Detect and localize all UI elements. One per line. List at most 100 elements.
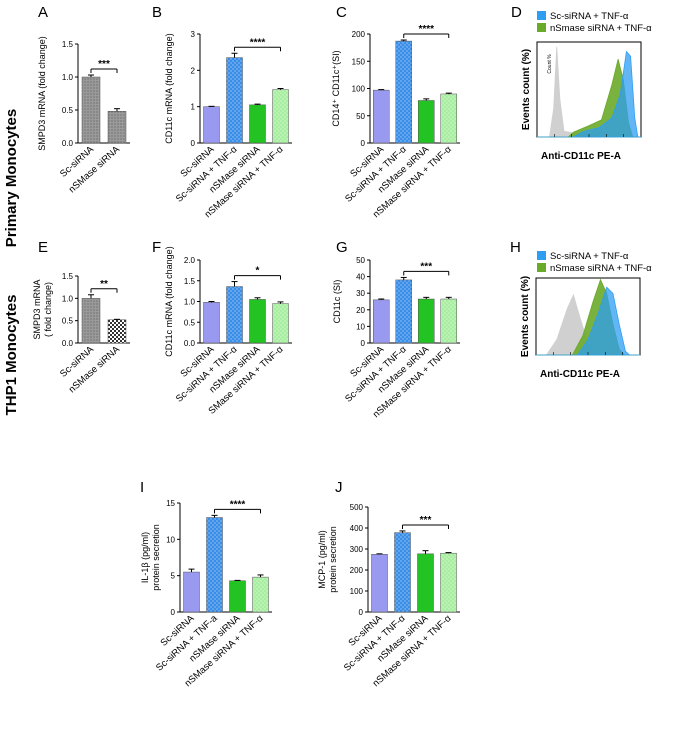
bar (203, 302, 220, 344)
y-tick-label: 1 (191, 103, 196, 112)
panel-letter: J (335, 479, 343, 496)
y-axis-title: Events count (%) (521, 49, 532, 130)
y-axis-title-line: MCP-1 (pg/ml) (317, 530, 327, 589)
bar (371, 554, 388, 613)
significance-label: *** (98, 59, 110, 70)
y-axis-title: CD14⁺ CD11c⁺(SI) (331, 50, 341, 126)
bar (183, 571, 200, 613)
y-tick-label: 40 (356, 273, 365, 282)
bar (252, 576, 269, 613)
significance-label: **** (230, 499, 246, 510)
legend-label: Sc-siRNA + TNF-α (550, 251, 629, 262)
y-tick-label: 50 (356, 112, 365, 121)
panel-letter: E (38, 239, 48, 256)
y-tick-label: 1.0 (184, 298, 196, 307)
y-tick-label: 100 (352, 85, 366, 94)
row-label-primary: Primary Monocytes (3, 109, 20, 247)
bar (81, 298, 101, 344)
significance-label: * (256, 266, 260, 277)
bar (206, 517, 223, 613)
significance-label: **** (250, 37, 266, 48)
inner-y-label: Count % (547, 54, 553, 74)
panel-f-chart: F 0.0 0.5 1.0 1.5 2.0 CD11c mRNA (fold change)… (152, 239, 292, 417)
panel-j-chart: J 0 100 200 300 400 500 MCP-1 (pg/ml) protein se… (317, 479, 460, 689)
x-axis-title: Anti-CD11c PE-A (541, 151, 621, 162)
significance-label: *** (420, 515, 432, 526)
y-tick-label: 300 (350, 545, 364, 554)
y-axis-title: CD11c mRNA (fold change) (164, 33, 174, 143)
y-tick-label: 200 (350, 566, 364, 575)
significance-label: ** (100, 279, 108, 290)
y-tick-label: 100 (350, 587, 364, 596)
y-tick-label: 30 (356, 289, 365, 298)
legend-label: Sc-siRNA + TNF-α (550, 11, 629, 22)
bar (395, 40, 412, 144)
y-axis-title-line: SMPD3 mRNA (32, 279, 42, 339)
y-tick-label: 5 (171, 572, 176, 581)
y-axis-title-line: protein secretion (151, 524, 161, 591)
y-axis-title-line: IL-1β (pg/ml) (140, 532, 150, 583)
y-tick-label: 0.0 (62, 339, 74, 348)
bar (226, 57, 243, 144)
legend-swatch (537, 251, 546, 260)
y-tick-label: 10 (356, 322, 365, 331)
panel-letter: G (336, 239, 348, 256)
y-tick-label: 0 (359, 608, 364, 617)
y-axis-title: Events count (%) (520, 276, 531, 357)
bar (249, 104, 266, 144)
y-tick-label: 1.0 (62, 73, 74, 82)
y-tick-label: 150 (352, 57, 366, 66)
y-tick-label: 15 (166, 499, 175, 508)
y-tick-label: 1.5 (62, 272, 74, 281)
bar (226, 286, 243, 344)
curve-sc (536, 286, 640, 356)
y-tick-label: 500 (350, 503, 364, 512)
significance-label: *** (420, 261, 432, 272)
y-tick-label: 0.0 (184, 339, 196, 348)
bar (440, 552, 457, 613)
row-label-thp1: THP1 Monocytes (3, 295, 20, 416)
bar (395, 279, 412, 344)
bar (107, 111, 127, 144)
bar (203, 106, 220, 144)
y-tick-label: 3 (191, 30, 196, 39)
y-axis-title: CD11c (SI) (332, 280, 342, 324)
y-tick-label: 0.5 (184, 318, 196, 327)
curve-sc (537, 50, 641, 138)
y-axis-title: SMPD3 mRNA (fold change) (37, 36, 47, 151)
y-axis-title-line: protein secretion (328, 526, 338, 593)
y-tick-label: 2 (191, 66, 196, 75)
y-tick-label: 0.0 (62, 139, 74, 148)
bar (418, 100, 435, 144)
bar (81, 76, 101, 144)
bar (440, 93, 457, 144)
panel-letter: I (140, 479, 144, 496)
panel-letter: H (510, 239, 521, 256)
y-tick-label: 1.5 (184, 277, 196, 286)
bar (394, 532, 411, 613)
legend-swatch (537, 11, 546, 20)
panel-letter: F (152, 239, 161, 256)
x-axis-title: Anti-CD11c PE-A (540, 369, 620, 380)
legend-label: nSmase siRNA + TNF-α (550, 263, 652, 274)
y-tick-label: 2.0 (184, 256, 196, 265)
y-tick-label: 200 (352, 30, 366, 39)
bar (417, 553, 434, 613)
y-tick-label: 0.5 (62, 317, 74, 326)
bar (272, 303, 289, 344)
y-tick-label: 400 (350, 524, 364, 533)
legend-label: nSmase siRNA + TNF-α (550, 23, 652, 34)
y-tick-label: 20 (356, 306, 365, 315)
y-tick-label: 0 (361, 339, 366, 348)
y-tick-label: 0 (171, 608, 176, 617)
bar (373, 299, 390, 344)
bar (249, 299, 266, 344)
